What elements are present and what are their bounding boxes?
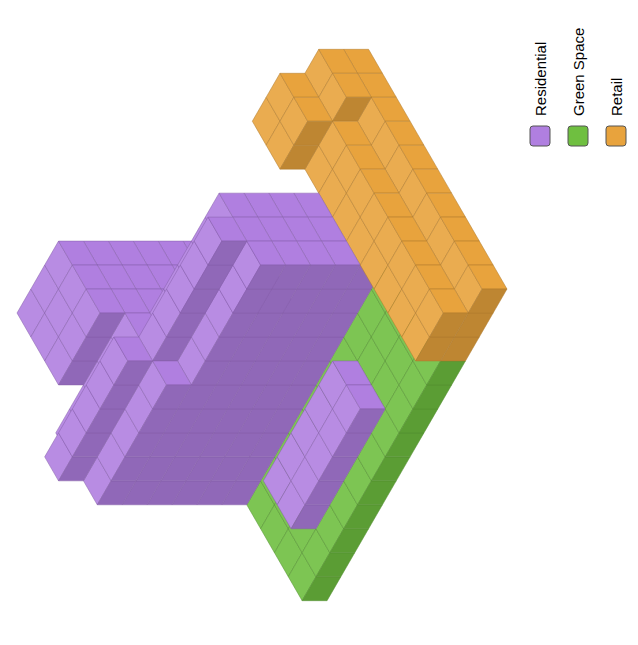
svg-text:Retail: Retail	[608, 78, 625, 116]
svg-text:Green Space: Green Space	[570, 28, 587, 116]
svg-text:Residential: Residential	[532, 42, 549, 116]
